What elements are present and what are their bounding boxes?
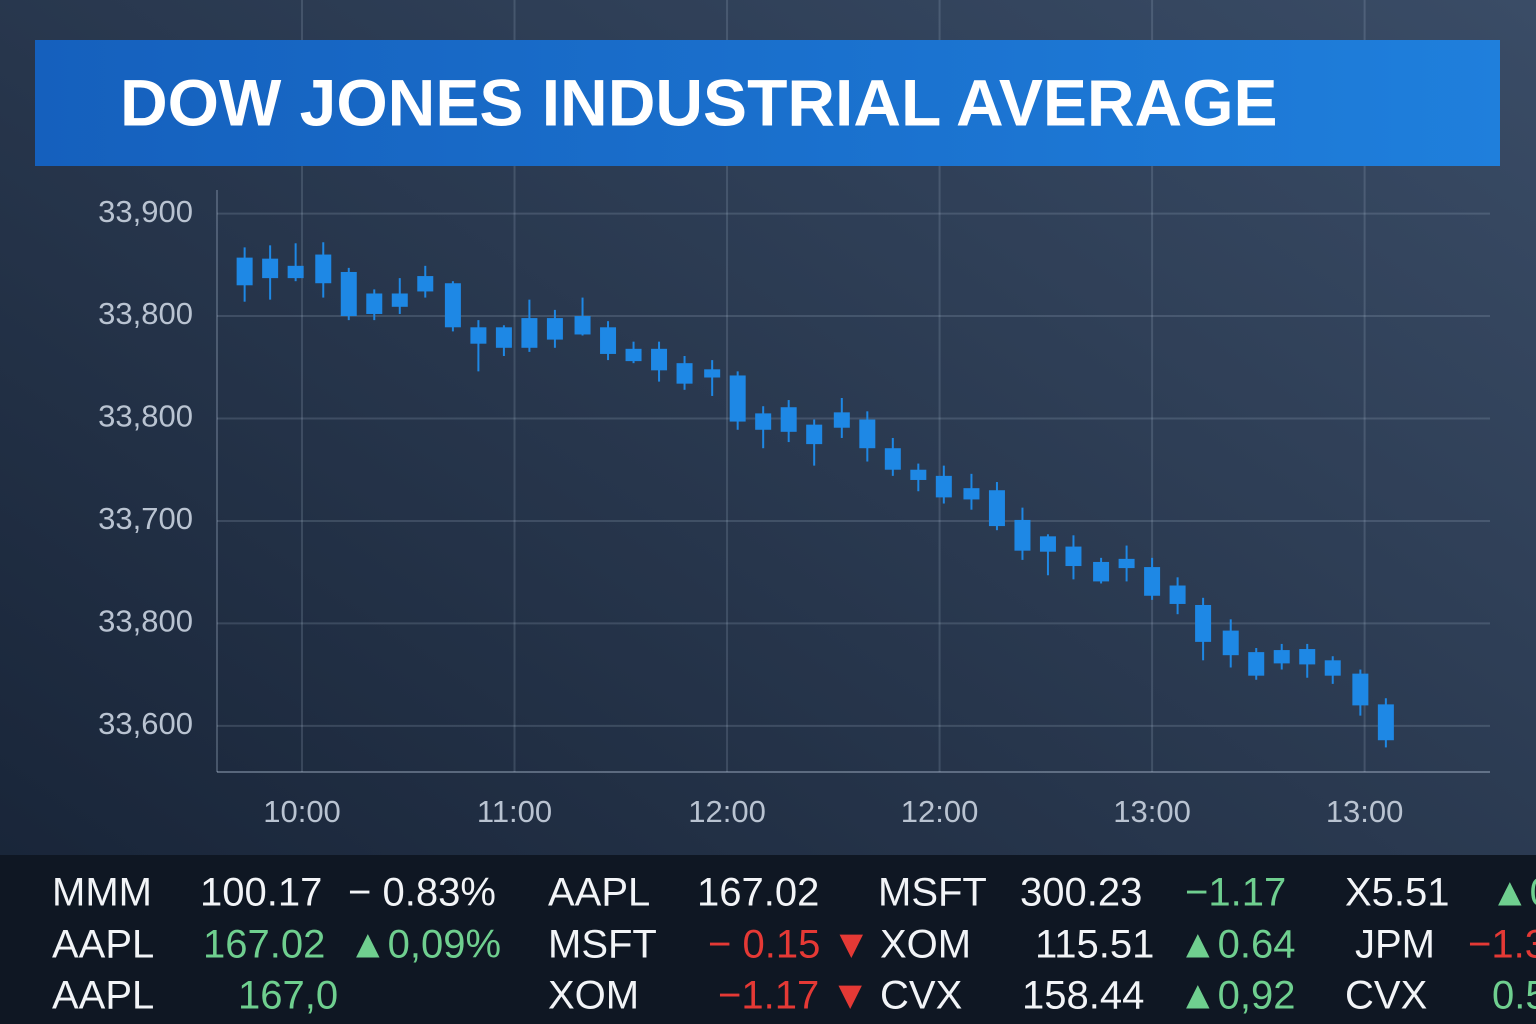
ticker-cell: 167,0 [238, 974, 338, 1018]
candle-body [1299, 649, 1316, 665]
ticker-cell: XOM [548, 974, 639, 1018]
ticker-cell: MMM [52, 871, 152, 915]
candle-body [315, 254, 332, 284]
candle-body [1014, 519, 1031, 551]
y-tick-label: 33,800 [98, 296, 193, 331]
ticker-cell: XOM [880, 923, 971, 967]
candle-body [1222, 630, 1239, 656]
candle-body [417, 276, 434, 292]
candle-body [1039, 536, 1056, 552]
candle-body [1352, 673, 1369, 706]
ticker-cell: −1.17 [1185, 871, 1286, 915]
x-tick-label: 13:00 [1326, 794, 1404, 829]
candle-body [651, 348, 668, 371]
candle-body [340, 271, 357, 317]
candle-body [1273, 650, 1290, 664]
candle-body [470, 327, 487, 344]
candle-body [910, 469, 927, 480]
ticker-cell: 300.23 [1020, 871, 1142, 915]
ticker-cell: ▲0.64 [1178, 923, 1295, 967]
candle-body [287, 265, 304, 279]
candle-body [1169, 585, 1186, 604]
plot: 33,900 33,800 33,800 33,700 33,800 33,600 10:0… [98, 190, 1490, 829]
ticker-cell: 0.5 [1492, 974, 1536, 1018]
y-tick-label: 33,800 [98, 399, 193, 434]
ticker-cell: MSFT [548, 923, 657, 967]
ticker-cell: AAPL [548, 871, 650, 915]
candle-body [729, 375, 746, 422]
candle-body [444, 283, 461, 328]
ticker-band [0, 855, 1536, 1024]
candle-body [262, 258, 279, 279]
candle-body [391, 293, 408, 307]
x-tick-label: 12:00 [688, 794, 766, 829]
candle-body [366, 293, 383, 314]
candle-body [546, 318, 563, 340]
ticker-cell: 100.17 [200, 871, 322, 915]
ticker-cell: 158.44 [1022, 974, 1144, 1018]
y-tick-label: 33,800 [98, 604, 193, 639]
ticker-cell: 115.51 [1035, 923, 1154, 967]
x-tick-label: 10:00 [263, 794, 341, 829]
ticker-cell: 167.02 [203, 923, 325, 967]
x-tick-label: 11:00 [477, 794, 552, 829]
ticker-cell: ▲0,09% [348, 923, 501, 967]
ticker-cell: 167.02 [697, 871, 819, 915]
ticker-cell: JPM [1355, 923, 1435, 967]
candle-body [600, 327, 617, 354]
y-tick-label: 33,900 [98, 194, 193, 229]
candle-body [1377, 704, 1394, 741]
ticker-cell: AAPL [52, 923, 154, 967]
candle-body [236, 257, 253, 286]
ticker-cell: ▲0 [1490, 871, 1536, 915]
candle-body [806, 424, 823, 445]
candle-body [1118, 558, 1135, 569]
ticker-cell: − 0.15 ▼ [708, 923, 871, 967]
candle-body [1144, 567, 1161, 596]
ticker-cell: MSFT [878, 871, 987, 915]
candle-body [1248, 652, 1265, 676]
y-tick-label: 33,600 [98, 706, 193, 741]
candle-body [988, 490, 1005, 527]
candle-body [833, 412, 850, 428]
candle-body [1065, 546, 1082, 567]
ticker-cell: −1.17 ▼ [718, 974, 870, 1018]
ticker-cell: CVX [1345, 974, 1427, 1018]
candle-body [1195, 604, 1212, 642]
ticker: MMM 100.17 − 0.83% AAPL 167.02 MSFT 300.23 −1.1… [52, 871, 1536, 1018]
candle-body [963, 488, 980, 500]
candle-body [1324, 660, 1341, 676]
ticker-cell: AAPL [52, 974, 154, 1018]
ticker-cell: −1.3 [1468, 923, 1536, 967]
candle-body [859, 419, 876, 449]
candle-body [574, 316, 591, 335]
y-tick-label: 33,700 [98, 501, 193, 536]
candle-body [704, 369, 721, 378]
candle-body [780, 407, 797, 432]
candle-body [625, 348, 642, 362]
candle-body [495, 327, 512, 348]
candle-body [884, 448, 901, 470]
ticker-cell: X5.51 [1345, 871, 1450, 915]
ticker-cell: − 0.83% [348, 871, 496, 915]
title-banner [35, 40, 1500, 166]
x-tick-label: 13:00 [1113, 794, 1191, 829]
chart-title: DOW JONES INDUSTRIAL AVERAGE [120, 65, 1278, 139]
candle-body [1093, 561, 1110, 582]
x-tick-label: 12:00 [901, 794, 979, 829]
candle-body [755, 413, 772, 430]
candle-body [676, 363, 693, 384]
ticker-cell: CVX [880, 974, 962, 1018]
candle-body [521, 318, 538, 348]
ticker-cell: ▲0,92 [1178, 974, 1295, 1018]
candle-body [935, 475, 952, 498]
